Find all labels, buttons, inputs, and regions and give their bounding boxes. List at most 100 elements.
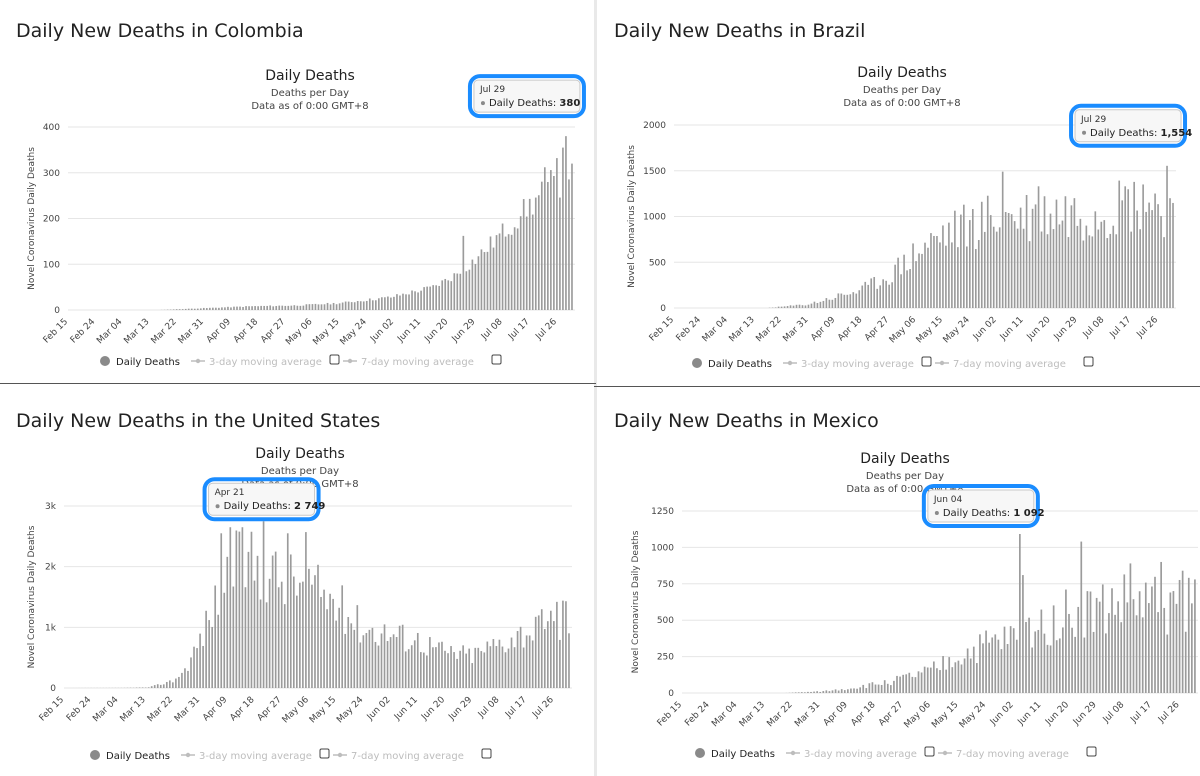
bar[interactable]: [429, 286, 431, 310]
bar[interactable]: [534, 616, 537, 688]
bar[interactable]: [1037, 629, 1040, 693]
bar[interactable]: [556, 158, 558, 310]
bar[interactable]: [553, 621, 555, 688]
bar[interactable]: [991, 637, 994, 693]
bar[interactable]: [813, 301, 816, 308]
bar[interactable]: [465, 271, 468, 310]
bar[interactable]: [221, 307, 223, 310]
bar[interactable]: [774, 307, 777, 308]
bar[interactable]: [543, 167, 546, 310]
bar[interactable]: [783, 306, 786, 308]
bar[interactable]: [271, 555, 274, 688]
bar[interactable]: [893, 680, 895, 693]
bar[interactable]: [1040, 609, 1043, 693]
bar[interactable]: [471, 259, 474, 310]
bar[interactable]: [1114, 614, 1116, 693]
bar[interactable]: [359, 301, 362, 310]
bar[interactable]: [840, 293, 843, 308]
bar[interactable]: [1139, 229, 1141, 308]
bar[interactable]: [1068, 613, 1070, 693]
bar[interactable]: [239, 306, 241, 310]
bar[interactable]: [888, 284, 890, 308]
bar[interactable]: [909, 269, 911, 308]
bar[interactable]: [562, 600, 564, 688]
bar[interactable]: [543, 629, 546, 688]
bar[interactable]: [262, 521, 265, 688]
bar[interactable]: [1121, 200, 1124, 308]
bar[interactable]: [353, 629, 356, 688]
bar[interactable]: [896, 675, 898, 693]
bar[interactable]: [930, 233, 932, 308]
bar[interactable]: [963, 658, 966, 693]
bar[interactable]: [1083, 637, 1086, 693]
bar[interactable]: [1028, 241, 1031, 308]
bar[interactable]: [843, 294, 846, 308]
bar[interactable]: [432, 285, 434, 310]
bar[interactable]: [441, 641, 443, 688]
bar[interactable]: [501, 646, 504, 688]
bar[interactable]: [462, 235, 465, 310]
bar[interactable]: [386, 641, 389, 688]
bar[interactable]: [147, 687, 150, 688]
bar[interactable]: [181, 309, 184, 310]
bar[interactable]: [501, 223, 504, 310]
bar[interactable]: [1015, 639, 1018, 693]
bar[interactable]: [534, 197, 537, 310]
bar[interactable]: [256, 555, 259, 688]
bar[interactable]: [380, 633, 383, 688]
bar[interactable]: [1094, 211, 1097, 308]
bar[interactable]: [1007, 212, 1010, 308]
bar[interactable]: [794, 692, 797, 693]
bar[interactable]: [1103, 220, 1106, 308]
bar[interactable]: [853, 688, 855, 693]
bar[interactable]: [1148, 202, 1150, 308]
bar[interactable]: [1124, 186, 1127, 308]
bar[interactable]: [209, 307, 211, 310]
bar[interactable]: [942, 225, 944, 308]
bar[interactable]: [1019, 534, 1021, 693]
bar[interactable]: [550, 170, 552, 310]
bar[interactable]: [281, 305, 284, 310]
legend-7day-checkbox[interactable]: [1083, 356, 1094, 367]
bar[interactable]: [229, 527, 232, 688]
bar[interactable]: [876, 288, 879, 308]
bar[interactable]: [299, 305, 302, 310]
bar[interactable]: [280, 581, 283, 688]
bar[interactable]: [381, 297, 383, 310]
bar[interactable]: [868, 683, 871, 693]
bar[interactable]: [414, 291, 416, 310]
legend-daily-deaths[interactable]: Daily Deaths: [711, 749, 775, 760]
bar[interactable]: [837, 690, 840, 693]
bar[interactable]: [847, 689, 849, 693]
bar[interactable]: [384, 297, 386, 310]
bar[interactable]: [1022, 575, 1024, 693]
bar[interactable]: [1034, 631, 1037, 693]
bar[interactable]: [856, 688, 858, 693]
bar[interactable]: [906, 270, 908, 308]
bar[interactable]: [562, 147, 564, 310]
bar[interactable]: [822, 300, 825, 308]
bar[interactable]: [326, 609, 328, 688]
bar[interactable]: [247, 551, 250, 688]
bar[interactable]: [1009, 626, 1012, 693]
bar[interactable]: [371, 627, 374, 688]
bar[interactable]: [320, 596, 322, 688]
bar[interactable]: [368, 629, 371, 688]
bar[interactable]: [831, 690, 834, 693]
bar[interactable]: [891, 282, 893, 308]
bar[interactable]: [302, 305, 305, 310]
bar[interactable]: [362, 301, 365, 310]
bar[interactable]: [1117, 601, 1119, 693]
bar[interactable]: [877, 684, 880, 693]
bar[interactable]: [212, 307, 214, 310]
bar[interactable]: [1012, 628, 1015, 693]
bar[interactable]: [1062, 627, 1064, 693]
bar[interactable]: [429, 637, 431, 688]
bar[interactable]: [347, 617, 350, 688]
bar[interactable]: [550, 610, 552, 688]
bar[interactable]: [383, 624, 386, 688]
bar[interactable]: [825, 298, 828, 308]
bar[interactable]: [347, 301, 350, 310]
bar[interactable]: [308, 568, 310, 688]
bar[interactable]: [1105, 633, 1107, 693]
